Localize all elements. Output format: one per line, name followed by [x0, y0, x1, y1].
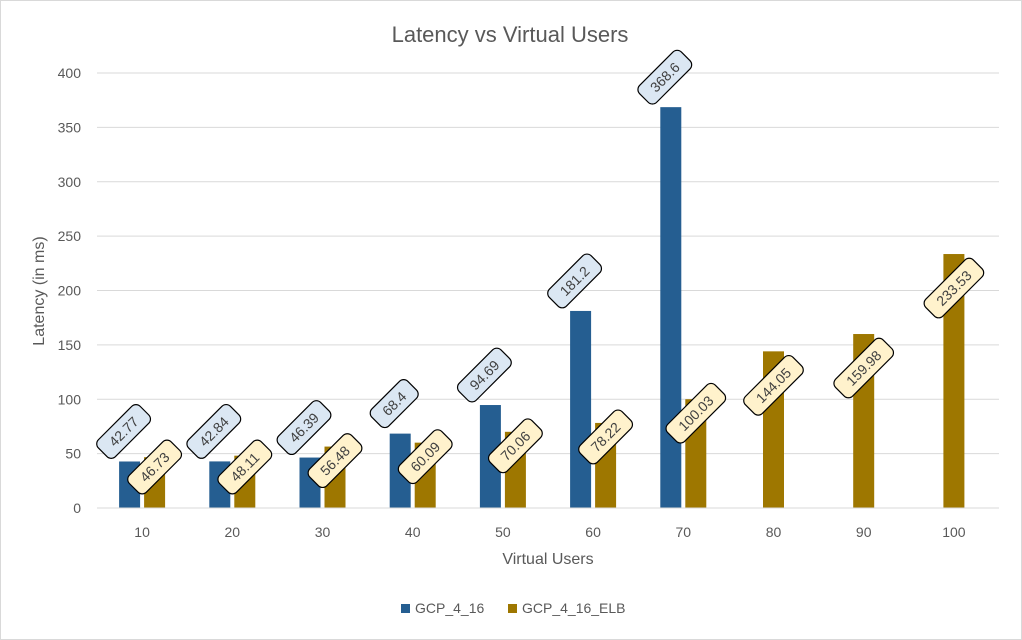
data-label-box — [743, 354, 804, 416]
y-tick-label: 150 — [58, 337, 82, 353]
legend-label: GCP_4_16 — [415, 600, 484, 616]
bars — [119, 107, 965, 509]
y-tick-label: 50 — [65, 446, 81, 462]
data-label-box — [217, 439, 273, 495]
data-label: 70.06 — [487, 418, 543, 474]
y-tick-label: 0 — [73, 500, 81, 516]
y-tick-label: 100 — [58, 391, 82, 407]
data-label: 181.2 — [547, 253, 603, 309]
y-tick-label: 400 — [58, 65, 82, 81]
legend: GCP_4_16 GCP_4_16_ELB — [401, 600, 626, 616]
gridlines — [97, 72, 999, 455]
x-axis-label: Virtual Users — [502, 551, 593, 568]
data-label: 42.77 — [96, 404, 152, 459]
data-label-box — [276, 400, 332, 456]
y-tick-label: 250 — [58, 228, 82, 244]
data-label-box — [923, 257, 985, 319]
legend-label: GCP_4_16_ELB — [522, 600, 626, 616]
x-tick-label: 50 — [495, 524, 511, 540]
data-label-box — [578, 409, 634, 465]
bar-gcp-4-16-elb — [943, 254, 965, 508]
y-axis-ticks: 0 50 100 150 200 250 300 350 400 — [58, 65, 82, 516]
legend-swatch — [508, 604, 517, 613]
x-tick-label: 10 — [134, 524, 150, 540]
data-label-box — [637, 49, 693, 105]
y-tick-label: 300 — [58, 174, 82, 190]
data-label-box — [456, 347, 512, 403]
x-tick-label: 20 — [225, 524, 241, 540]
legend-swatch — [401, 604, 410, 613]
x-tick-label: 70 — [676, 524, 692, 540]
x-tick-label: 40 — [405, 524, 421, 540]
chart-title: Latency vs Virtual Users — [392, 22, 629, 47]
data-label-box — [487, 418, 543, 474]
data-labels: 42.7746.7342.8448.1146.3956.4868.460.099… — [96, 49, 985, 495]
data-label: 94.69 — [456, 347, 512, 403]
y-tick-label: 350 — [58, 119, 82, 135]
data-label-box — [186, 403, 242, 459]
data-label: 368.6 — [637, 49, 693, 105]
data-label-box — [307, 433, 363, 489]
data-label-box — [127, 439, 183, 495]
x-tick-label: 80 — [766, 524, 782, 540]
data-label-box — [369, 379, 419, 429]
data-label-box — [96, 404, 152, 459]
data-label: 144.05 — [743, 354, 804, 416]
bar-gcp-4-16 — [570, 310, 592, 508]
data-label: 233.53 — [923, 257, 985, 319]
data-label-box — [665, 382, 727, 444]
data-label: 68.4 — [369, 379, 419, 429]
x-tick-label: 90 — [856, 524, 872, 540]
x-axis-ticks: 10 20 30 40 50 60 70 80 90 100 — [134, 524, 965, 540]
data-label: 42.84 — [186, 403, 242, 459]
y-axis-label: Latency (in ms) — [31, 236, 48, 345]
x-tick-label: 30 — [315, 524, 331, 540]
x-tick-label: 100 — [942, 524, 966, 540]
y-tick-label: 200 — [58, 283, 82, 299]
data-label-box — [833, 337, 895, 399]
bar-gcp-4-16 — [660, 107, 682, 509]
data-label-box — [397, 429, 453, 485]
data-label-box — [547, 253, 603, 309]
x-tick-label: 60 — [585, 524, 601, 540]
